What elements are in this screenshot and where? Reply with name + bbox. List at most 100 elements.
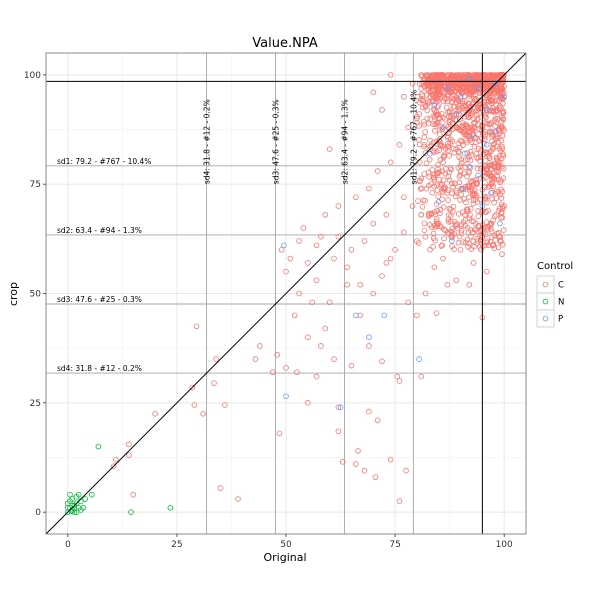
chart-title: Value.NPA xyxy=(252,36,318,51)
point-c-cluster xyxy=(419,97,426,103)
point-c-cluster xyxy=(497,179,503,186)
point-c xyxy=(449,229,455,236)
point-c-cluster xyxy=(444,133,451,140)
point-p xyxy=(457,93,464,100)
point-c-cluster xyxy=(472,97,478,104)
x-tick-label: 50 xyxy=(280,540,292,550)
point-c-cluster xyxy=(438,142,444,149)
point-c-cluster xyxy=(471,143,478,150)
point-c xyxy=(435,220,442,227)
point-c xyxy=(357,281,363,288)
point-c xyxy=(200,410,206,417)
point-c-cluster xyxy=(447,140,453,146)
point-p xyxy=(281,242,287,249)
point-c-cluster xyxy=(498,87,505,94)
point-c xyxy=(401,93,407,100)
point-c-cluster xyxy=(421,119,427,125)
point-c-cluster xyxy=(416,123,422,129)
point-c xyxy=(483,268,490,275)
point-c xyxy=(331,255,337,262)
point-c xyxy=(276,430,283,437)
point-c-cluster xyxy=(497,238,504,245)
point-c-cluster xyxy=(478,146,485,153)
point-c xyxy=(501,203,507,209)
point-c-cluster xyxy=(477,105,484,112)
point-c-cluster xyxy=(475,116,481,122)
legend-label-p: P xyxy=(558,315,563,325)
point-c-cluster xyxy=(482,158,489,164)
point-c-cluster xyxy=(421,121,428,128)
point-c-cluster xyxy=(450,104,457,110)
point-c-cluster xyxy=(432,237,438,244)
point-c-cluster xyxy=(493,101,499,108)
data-points xyxy=(65,72,507,515)
point-c-cluster xyxy=(426,156,433,163)
point-c xyxy=(462,211,468,218)
point-c xyxy=(361,238,368,244)
point-c-cluster xyxy=(441,84,448,90)
point-c xyxy=(444,281,451,288)
point-c-cluster xyxy=(430,106,437,112)
point-c-cluster xyxy=(488,148,494,154)
point-c-cluster xyxy=(483,110,489,116)
point-c-cluster xyxy=(429,73,435,80)
point-c xyxy=(296,290,302,297)
point-c xyxy=(344,264,350,271)
point-c-cluster xyxy=(441,184,448,191)
point-c-cluster xyxy=(488,84,494,90)
point-c-cluster xyxy=(445,140,451,147)
point-c-cluster xyxy=(463,139,470,146)
point-c-cluster xyxy=(445,219,452,225)
point-c xyxy=(353,461,359,467)
legend-marker-n xyxy=(542,298,549,305)
point-c-cluster xyxy=(455,72,462,79)
point-c-cluster xyxy=(493,212,499,218)
point-c-cluster xyxy=(468,246,475,252)
point-p xyxy=(466,163,473,170)
legend: Control CNP xyxy=(536,261,573,328)
point-c-cluster xyxy=(487,183,493,189)
point-c xyxy=(110,463,117,470)
point-c-cluster xyxy=(417,186,424,192)
point-c-cluster xyxy=(454,125,461,132)
point-c-cluster xyxy=(474,240,480,247)
point-c-cluster xyxy=(488,228,495,235)
point-c xyxy=(449,93,455,100)
point-c-cluster xyxy=(453,190,460,196)
point-c xyxy=(361,467,368,474)
point-c xyxy=(383,260,390,266)
point-c xyxy=(418,373,425,380)
point-c xyxy=(374,417,381,424)
point-c-cluster xyxy=(484,84,490,91)
point-c xyxy=(318,233,324,240)
point-p xyxy=(283,393,289,400)
point-c xyxy=(422,102,429,109)
threshold-vlabel: sd2: 63.4 - #94 - 1.3% xyxy=(340,99,349,184)
point-c-cluster xyxy=(460,77,466,84)
point-c-cluster xyxy=(472,187,478,193)
point-c xyxy=(453,277,459,284)
point-c-cluster xyxy=(492,72,498,79)
point-c-cluster xyxy=(458,160,465,166)
point-c-cluster xyxy=(488,234,495,241)
point-c-cluster xyxy=(457,116,463,122)
point-c-cluster xyxy=(495,230,502,236)
threshold-hlabel: sd1: 79.2 - #767 - 10.4% xyxy=(57,157,151,166)
point-c xyxy=(353,194,359,201)
point-c xyxy=(396,498,403,505)
point-c xyxy=(305,400,311,406)
point-c-cluster xyxy=(493,119,500,125)
point-c-cluster xyxy=(467,164,474,171)
point-c-cluster xyxy=(451,246,457,253)
point-c xyxy=(414,238,420,244)
point-c-cluster xyxy=(464,206,471,213)
point-c xyxy=(392,246,398,253)
legend-title: Control xyxy=(537,261,573,272)
point-c-cluster xyxy=(497,148,504,154)
point-c-cluster xyxy=(476,90,483,96)
point-c-cluster xyxy=(449,225,456,232)
point-c-cluster xyxy=(431,171,437,178)
point-c-cluster xyxy=(435,119,442,126)
point-c xyxy=(379,273,385,279)
point-c xyxy=(326,146,333,153)
